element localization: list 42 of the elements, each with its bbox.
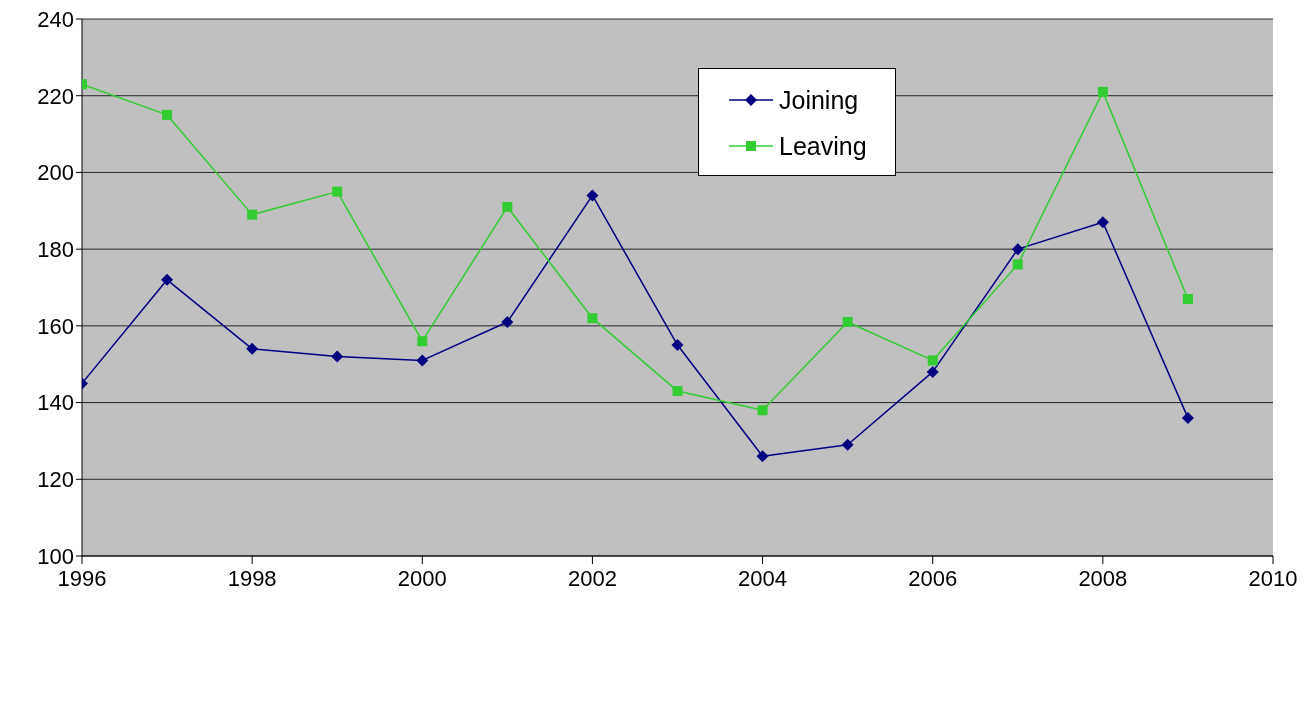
point [416, 354, 429, 367]
point [1011, 243, 1024, 256]
x-tick-label: 2004 [738, 565, 788, 591]
point [1097, 86, 1108, 97]
legend-label: Leaving [779, 131, 867, 161]
point [841, 438, 854, 451]
point [756, 450, 769, 463]
y-tick-label: 180 [37, 236, 74, 262]
x-tick-label: 1998 [227, 565, 277, 591]
y-tick-label: 240 [37, 6, 74, 32]
point [586, 189, 599, 202]
x-tick-label: 2010 [1248, 565, 1298, 591]
point [1096, 216, 1109, 229]
point [161, 273, 174, 286]
y-tick-label: 220 [37, 83, 74, 109]
point [417, 336, 428, 347]
point [927, 355, 938, 366]
x-tick-label: 2002 [567, 565, 617, 591]
y-tick-label: 140 [37, 390, 74, 416]
legend-label: Joining [779, 85, 859, 115]
point [501, 316, 514, 329]
point [926, 365, 939, 378]
point [332, 186, 343, 197]
x-tick-label: 2006 [908, 565, 958, 591]
point [247, 209, 258, 220]
point [246, 342, 259, 355]
y-tick-label: 120 [37, 467, 74, 493]
x-tick-label: 2008 [1078, 565, 1128, 591]
point [587, 313, 598, 324]
x-tick-label: 2000 [397, 565, 447, 591]
point [1182, 294, 1193, 305]
point [757, 405, 768, 416]
y-tick-label: 200 [37, 160, 74, 186]
point [331, 350, 344, 363]
point [671, 339, 684, 352]
point [842, 317, 853, 328]
point [1012, 259, 1023, 270]
point [672, 386, 683, 397]
point [162, 109, 173, 120]
point [502, 201, 513, 212]
y-tick-label: 160 [37, 313, 74, 339]
point [1181, 411, 1194, 424]
